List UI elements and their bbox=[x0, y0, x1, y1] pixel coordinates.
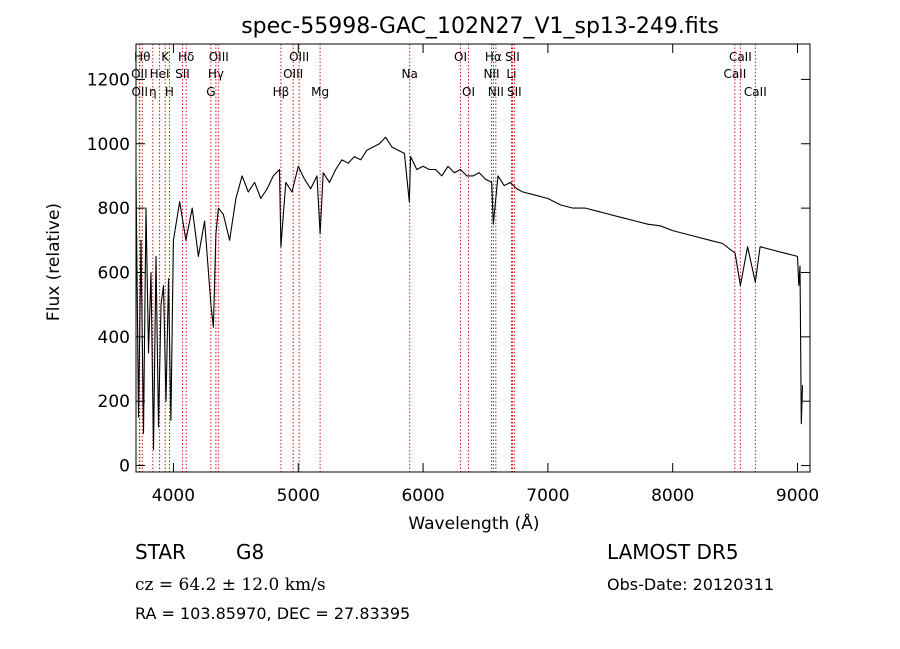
y-tick-label: 200 bbox=[98, 392, 130, 412]
line-marker-label: H bbox=[165, 85, 174, 99]
spectrum-line bbox=[135, 136, 804, 451]
x-tick-label: 5000 bbox=[277, 486, 320, 506]
line-marker-label: Hθ bbox=[134, 50, 150, 64]
line-marker-label: NII bbox=[483, 67, 499, 81]
x-axis-label: Wavelength (Å) bbox=[408, 512, 539, 534]
x-tick-label: 7000 bbox=[526, 486, 569, 506]
y-tick-label: 400 bbox=[98, 328, 130, 348]
line-marker-label: SII bbox=[505, 50, 520, 64]
velocity-text: cz = 64.2 ± 12.0 km/s bbox=[135, 575, 326, 595]
line-marker-label: HeI bbox=[150, 67, 170, 81]
y-tick-label: 0 bbox=[119, 457, 130, 477]
obs-date: Obs-Date: 20120311 bbox=[607, 575, 774, 594]
line-marker-label: Hδ bbox=[178, 50, 194, 64]
y-axis-label: Flux (relative) bbox=[44, 203, 64, 321]
line-marker-label: OIII bbox=[209, 50, 229, 64]
coordinates: RA = 103.85970, DEC = 27.83395 bbox=[135, 604, 410, 623]
y-tick-label: 600 bbox=[98, 263, 130, 283]
y-tick-label: 1200 bbox=[87, 70, 130, 90]
x-tick-label: 8000 bbox=[651, 486, 694, 506]
survey-name: LAMOST DR5 bbox=[607, 540, 739, 564]
line-marker-label: CaII bbox=[723, 67, 746, 81]
info-panel: STAR G8 LAMOST DR5 cz = 64.2 ± 12.0 km/s… bbox=[135, 540, 774, 623]
line-marker-label: Li bbox=[506, 67, 516, 81]
line-marker-label: SII bbox=[175, 67, 190, 81]
line-marker-label: OII bbox=[131, 67, 148, 81]
x-tick-label: 6000 bbox=[401, 486, 444, 506]
y-tick-label: 1000 bbox=[87, 135, 130, 155]
line-marker-label: K bbox=[161, 50, 170, 64]
series-layer bbox=[135, 136, 804, 451]
y-axis: 0 200 400 600 800 1000 1200 bbox=[87, 70, 810, 477]
line-marker-label: CaII bbox=[744, 85, 767, 99]
line-marker-label: OI bbox=[454, 50, 467, 64]
line-marker-label: Hβ bbox=[273, 85, 290, 99]
line-marker-label: Mg bbox=[311, 85, 329, 99]
line-marker-label: NII bbox=[488, 85, 504, 99]
line-marker-label: OI bbox=[462, 85, 475, 99]
line-marker-label: OIII bbox=[283, 67, 303, 81]
line-marker-label: CaII bbox=[729, 50, 752, 64]
subclass: G8 bbox=[236, 540, 264, 564]
line-marker-label: SII bbox=[507, 85, 522, 99]
y-tick-label: 800 bbox=[98, 199, 130, 219]
x-tick-label: 4000 bbox=[152, 486, 195, 506]
line-marker-label: OIII bbox=[289, 50, 309, 64]
line-marker-label: G bbox=[206, 85, 215, 99]
chart-title: spec-55998-GAC_102N27_V1_sp13-249.fits bbox=[241, 14, 719, 39]
x-axis: 4000 5000 6000 7000 8000 9000 bbox=[152, 44, 819, 506]
line-marker-label: η bbox=[149, 85, 157, 99]
line-marker-label: Hγ bbox=[208, 67, 224, 81]
x-tick-label: 9000 bbox=[776, 486, 819, 506]
line-marker-label: OII bbox=[131, 85, 148, 99]
object-class: STAR bbox=[135, 540, 186, 564]
line-marker-label: Hα bbox=[485, 50, 502, 64]
plot-frame bbox=[135, 43, 811, 473]
line-marker-label: Na bbox=[402, 67, 418, 81]
